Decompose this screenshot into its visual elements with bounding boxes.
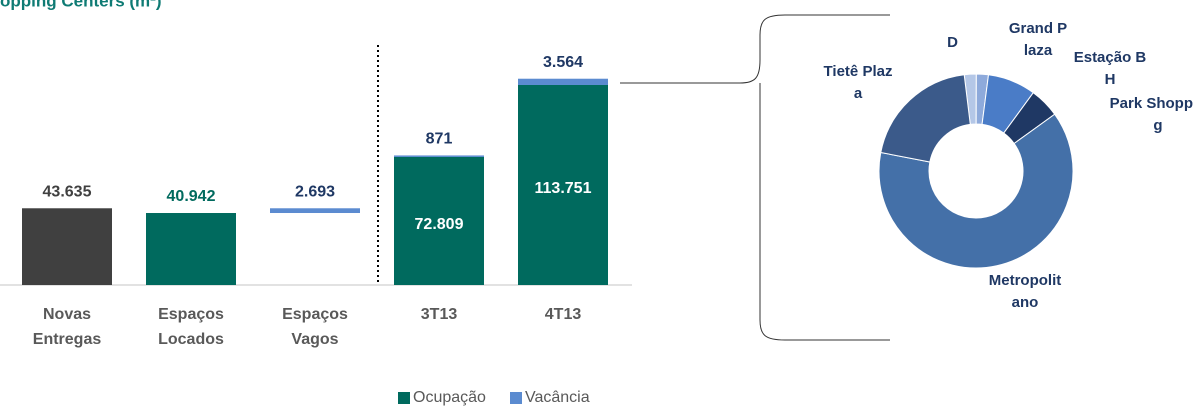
bar-segment: [518, 84, 608, 285]
legend-item: Ocupação: [398, 389, 486, 407]
slice-label: Estação BH: [1073, 49, 1147, 88]
value-label: 43.635: [43, 183, 92, 200]
legend-label: Ocupação: [413, 389, 486, 406]
bar-segment: [518, 78, 608, 85]
x-tick-label: 4T13: [544, 306, 582, 323]
bar-segment: [394, 155, 484, 157]
x-tick-label: Novas Entregas: [32, 306, 102, 348]
value-label: 3.564: [543, 54, 583, 71]
value-label: 871: [426, 131, 453, 148]
bar-segment: [22, 208, 112, 285]
x-tick-label: Espaços Vagos: [282, 306, 348, 348]
slice-label: Tietê Plaza: [823, 63, 893, 102]
donut-slice: [880, 74, 971, 163]
bar-segment: [146, 213, 236, 285]
legend-item: Vacância: [510, 389, 590, 407]
slice-label: Park Shopping: [1109, 95, 1194, 134]
bar-segment: [270, 208, 360, 214]
x-tick-label: 3T13: [420, 306, 458, 323]
slice-label: Grand Plaza: [1008, 20, 1068, 59]
value-label: 72.809: [415, 216, 464, 233]
legend-swatch: [398, 392, 410, 404]
donut-slice: [878, 113, 1074, 269]
slice-label: Metropolitano: [988, 272, 1062, 311]
bracket: [620, 14, 890, 341]
x-tick-label: Espaços Locados: [158, 306, 224, 348]
slice-label: D: [947, 34, 958, 51]
value-label: 40.942: [167, 188, 216, 205]
legend-label: Vacância: [525, 389, 590, 406]
bar-segment: [394, 156, 484, 285]
chart-title: opping Centers (m²): [0, 0, 162, 10]
legend-swatch: [510, 392, 522, 404]
value-label: 2.693: [295, 183, 335, 200]
value-label: 113.751: [535, 180, 592, 197]
